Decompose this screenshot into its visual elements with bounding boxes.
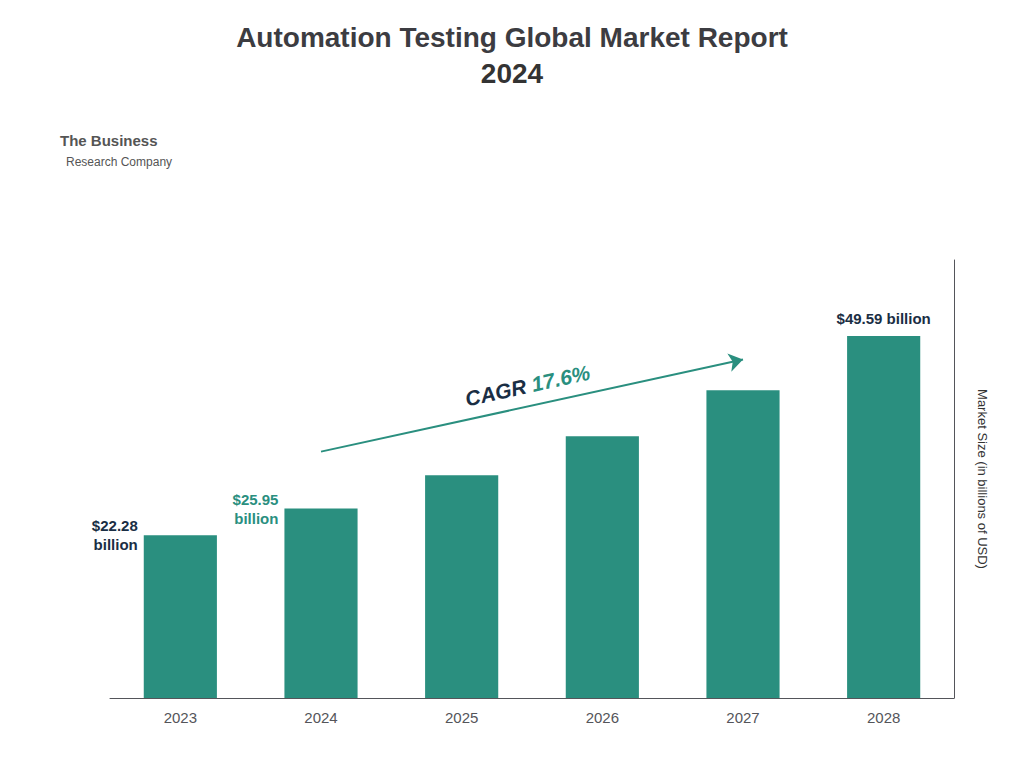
svg-text:$22.28: $22.28 bbox=[92, 517, 138, 534]
svg-text:2026: 2026 bbox=[586, 709, 619, 726]
svg-text:2023: 2023 bbox=[164, 709, 197, 726]
svg-text:$49.59 billion: $49.59 billion bbox=[837, 310, 931, 327]
svg-text:2028: 2028 bbox=[867, 709, 900, 726]
svg-text:billion: billion bbox=[234, 510, 278, 527]
svg-text:2027: 2027 bbox=[726, 709, 759, 726]
svg-text:2025: 2025 bbox=[445, 709, 478, 726]
svg-text:CAGR: CAGR bbox=[463, 373, 534, 410]
svg-text:$25.95: $25.95 bbox=[233, 491, 279, 508]
svg-text:billion: billion bbox=[94, 536, 138, 553]
svg-text:17.6%: 17.6% bbox=[529, 361, 592, 396]
svg-text:Automation Testing Global Mark: Automation Testing Global Market Report bbox=[236, 22, 788, 53]
svg-text:Research Company: Research Company bbox=[66, 155, 172, 169]
svg-text:2024: 2024 bbox=[304, 709, 337, 726]
svg-text:The Business: The Business bbox=[60, 132, 158, 149]
svg-text:Market Size (in billions of US: Market Size (in billions of USD) bbox=[975, 389, 990, 569]
svg-text:2024: 2024 bbox=[481, 58, 544, 89]
